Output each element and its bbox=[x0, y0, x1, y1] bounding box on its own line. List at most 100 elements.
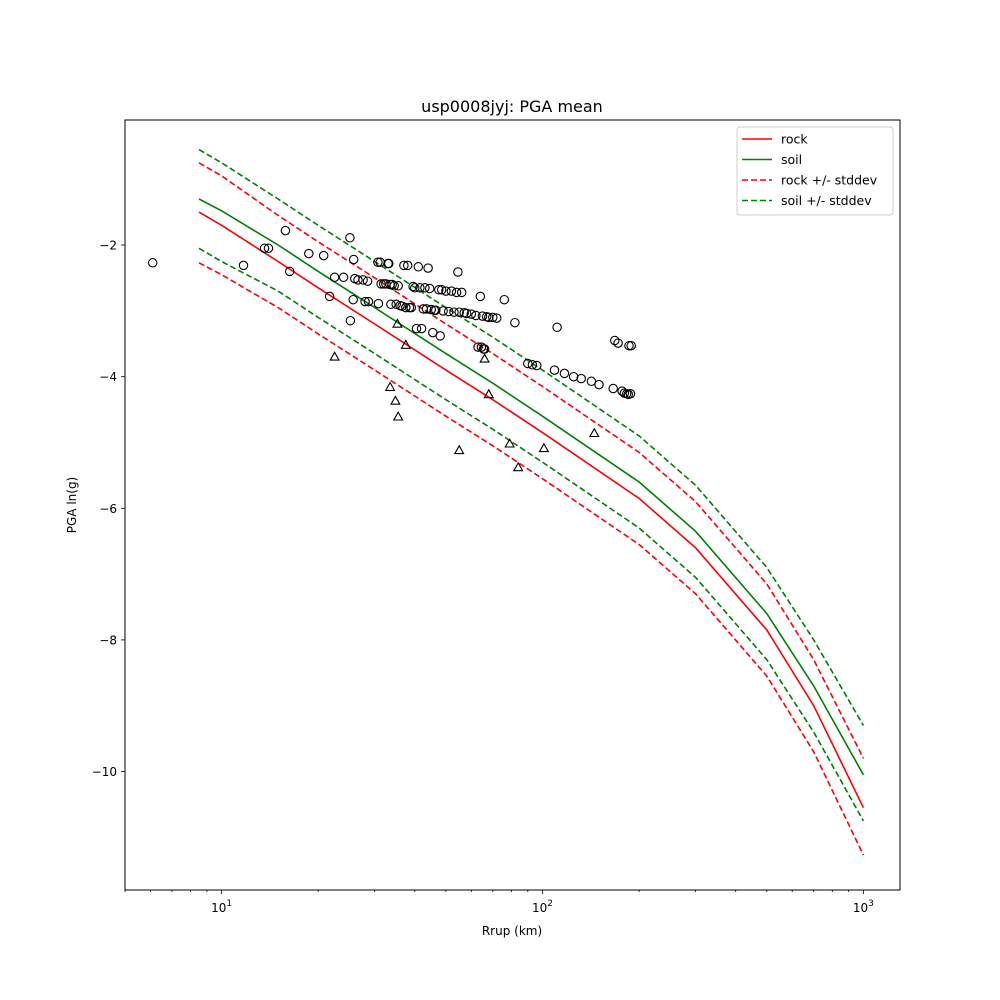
observation-circle-85 bbox=[523, 358, 533, 369]
observation-circle-22 bbox=[373, 298, 384, 309]
observation-circle-71 bbox=[466, 309, 477, 319]
observation-circle-89 bbox=[552, 322, 562, 333]
observation-circle-7 bbox=[318, 250, 329, 261]
observation-circle-16 bbox=[353, 275, 363, 285]
observations-layer bbox=[147, 225, 636, 472]
observation-circle-103 bbox=[625, 389, 636, 399]
y-tick-label-3: −8 bbox=[99, 633, 117, 647]
observation-circle-32 bbox=[389, 281, 399, 291]
observation-circle-19 bbox=[362, 276, 373, 286]
x-tick-label-0: 101 bbox=[211, 899, 232, 915]
observation-circle-3 bbox=[263, 243, 274, 254]
observation-circle-73 bbox=[473, 342, 483, 352]
observation-triangle-6 bbox=[453, 444, 465, 455]
series-line-soil-stddev bbox=[198, 247, 865, 822]
observation-circle-87 bbox=[532, 360, 542, 371]
observation-circle-42 bbox=[408, 281, 418, 292]
observation-circle-8 bbox=[324, 291, 335, 302]
observation-circle-51 bbox=[423, 263, 433, 273]
observation-circle-31 bbox=[387, 279, 397, 290]
observation-circle-1 bbox=[238, 260, 249, 271]
observation-circle-86 bbox=[527, 360, 538, 370]
observation-circle-49 bbox=[420, 283, 430, 293]
observation-circle-57 bbox=[434, 285, 444, 295]
observation-circle-47 bbox=[416, 323, 427, 334]
observation-circle-20 bbox=[363, 296, 374, 307]
observation-circle-76 bbox=[477, 311, 488, 321]
observation-triangle-7 bbox=[479, 353, 490, 363]
observation-triangle-10 bbox=[512, 461, 524, 472]
x-tick-label-exponent: 2 bbox=[547, 899, 553, 909]
observation-circle-62 bbox=[443, 306, 454, 317]
x-tick-label-exponent: 3 bbox=[868, 899, 874, 909]
observation-circle-104 bbox=[626, 340, 636, 351]
x-tick-label-base: 10 bbox=[853, 901, 868, 915]
observation-circle-37 bbox=[399, 260, 409, 271]
observation-circle-33 bbox=[391, 299, 401, 310]
observation-circle-14 bbox=[348, 254, 359, 265]
observation-circle-41 bbox=[406, 302, 417, 313]
observation-circle-60 bbox=[438, 306, 448, 316]
observation-circle-65 bbox=[451, 287, 462, 298]
observation-circle-24 bbox=[376, 279, 386, 289]
observation-circle-63 bbox=[446, 286, 457, 296]
y-tick-label-0: −2 bbox=[99, 239, 117, 253]
x-tick-label-exponent: 1 bbox=[226, 899, 232, 909]
y-axis-label: PGA ln(g) bbox=[65, 477, 79, 533]
observation-circle-34 bbox=[393, 281, 403, 291]
observation-circle-10 bbox=[338, 272, 349, 283]
y-tick-label-4: −10 bbox=[92, 765, 117, 779]
observation-circle-82 bbox=[491, 313, 502, 323]
observation-circle-88 bbox=[549, 365, 560, 375]
observation-circle-68 bbox=[456, 287, 467, 298]
observation-circle-0 bbox=[147, 258, 158, 268]
x-tick-label-base: 10 bbox=[211, 901, 226, 915]
legend-box bbox=[736, 126, 894, 216]
legend-label-1: soil bbox=[781, 152, 802, 167]
observation-circle-46 bbox=[415, 283, 425, 293]
observation-circle-74 bbox=[475, 291, 486, 302]
observation-circle-11 bbox=[345, 233, 355, 243]
series-layer bbox=[198, 148, 865, 856]
observation-triangle-9 bbox=[504, 438, 515, 448]
y-tick-label-2: −6 bbox=[99, 502, 117, 516]
chart-title: usp0008jyj: PGA mean bbox=[421, 97, 603, 116]
x-tick-label-base: 10 bbox=[532, 901, 547, 915]
observation-circle-90 bbox=[559, 368, 570, 379]
observation-circle-38 bbox=[401, 302, 411, 313]
observation-circle-12 bbox=[345, 315, 356, 326]
series-line-soil bbox=[198, 198, 865, 776]
legend-label-2: rock +/- stddev bbox=[781, 173, 878, 188]
observation-circle-52 bbox=[424, 283, 435, 294]
observation-triangle-3 bbox=[392, 318, 403, 328]
observation-triangle-11 bbox=[538, 442, 550, 453]
observation-circle-94 bbox=[594, 379, 604, 390]
x-tick-label-2: 103 bbox=[853, 899, 874, 915]
observation-circle-84 bbox=[510, 317, 520, 328]
observation-circle-28 bbox=[384, 258, 394, 269]
observation-circle-58 bbox=[435, 331, 445, 341]
observation-circle-97 bbox=[613, 338, 623, 348]
observation-circle-9 bbox=[329, 272, 340, 283]
observation-circle-61 bbox=[441, 286, 451, 296]
observation-circle-45 bbox=[413, 262, 424, 272]
observation-triangle-1 bbox=[384, 381, 396, 391]
series-line-rock-stddev bbox=[198, 262, 865, 856]
observation-circle-21 bbox=[373, 257, 383, 267]
legend-label-0: rock bbox=[781, 132, 808, 147]
observation-triangle-12 bbox=[588, 427, 600, 438]
observation-circle-30 bbox=[386, 299, 396, 310]
legend: rock soil rock +/- stddev soil +/- stddev bbox=[736, 126, 894, 216]
observation-triangle-4 bbox=[392, 411, 404, 421]
observation-circle-18 bbox=[360, 296, 370, 307]
observation-triangle-2 bbox=[390, 395, 401, 405]
observation-circle-67 bbox=[454, 307, 464, 317]
observation-circle-95 bbox=[608, 383, 618, 394]
observation-triangle-5 bbox=[400, 339, 412, 349]
observation-circle-39 bbox=[402, 260, 413, 271]
legend-label-3: soil +/- stddev bbox=[781, 193, 872, 208]
observation-circle-70 bbox=[461, 308, 472, 319]
observation-circle-81 bbox=[488, 312, 498, 323]
observation-circle-2 bbox=[259, 243, 270, 254]
